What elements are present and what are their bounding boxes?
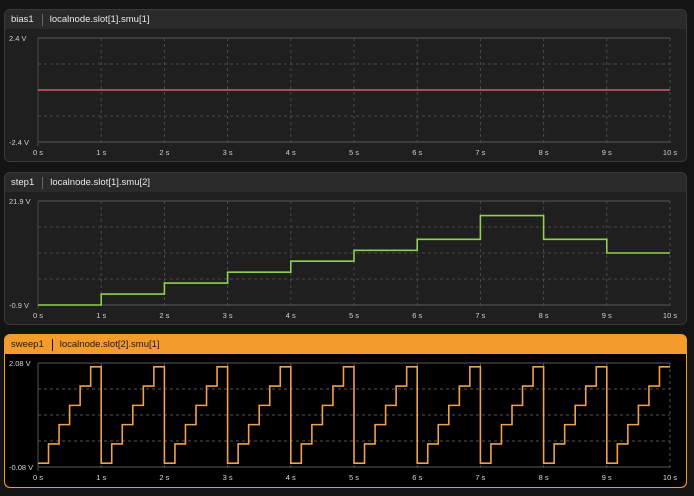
x-tick-label: 9 s: [602, 148, 612, 157]
x-tick-label: 2 s: [159, 148, 169, 157]
x-tick-label: 9 s: [602, 473, 612, 482]
x-tick-label: 4 s: [286, 311, 296, 320]
trace-panel-sweep1[interactable]: sweep1 localnode.slot[2].smu[1] 2.08 V -0…: [4, 334, 687, 488]
trace-name: bias1: [11, 14, 34, 25]
header-divider: [42, 176, 44, 189]
panel-header[interactable]: step1 localnode.slot[1].smu[2]: [5, 173, 686, 192]
trace-name: step1: [11, 177, 35, 188]
x-tick-label: 6 s: [412, 148, 422, 157]
y-axis-bottom-label: -0.9 V: [9, 301, 29, 310]
channel-label: localnode.slot[1].smu[1]: [49, 14, 150, 25]
trace-panel-bias1[interactable]: bias1 localnode.slot[1].smu[1] 2.4 V -2.4…: [4, 9, 687, 162]
x-tick-label: 0 s: [33, 148, 43, 157]
chart-svg: 21.9 V -0.9 V 0 s 1 s 2 s 3 s 4 s 5 s 6 s 7 s 8 s 9…: [9, 197, 677, 320]
panel-header[interactable]: bias1 localnode.slot[1].smu[1]: [5, 10, 686, 29]
x-tick-label: 2 s: [159, 311, 169, 320]
x-tick-label: 7 s: [475, 148, 485, 157]
x-tick-label: 9 s: [602, 311, 612, 320]
x-tick-label: 0 s: [33, 473, 43, 482]
x-tick-label: 1 s: [96, 473, 106, 482]
channel-label: localnode.slot[2].smu[1]: [59, 339, 160, 350]
header-divider: [41, 13, 43, 26]
x-tick-label: 7 s: [475, 311, 485, 320]
x-tick-label: 10 s: [663, 311, 677, 320]
x-tick-label: 8 s: [539, 148, 549, 157]
x-tick-label: 10 s: [663, 473, 677, 482]
header-divider: [51, 338, 53, 351]
y-axis-top-label: 2.4 V: [9, 34, 27, 43]
x-tick-label: 2 s: [159, 473, 169, 482]
x-tick-label: 4 s: [286, 473, 296, 482]
channel-label: localnode.slot[1].smu[2]: [50, 177, 151, 188]
trace-line: [38, 366, 670, 464]
chart-svg: 2.08 V -0.08 V0 s 1 s 2 s 3 s 4 s 5 s 6 s 7 s 8 s…: [9, 359, 677, 482]
x-tick-label: 6 s: [412, 311, 422, 320]
y-axis-bottom-label: -0.08 V: [9, 463, 33, 472]
x-tick-label: 5 s: [349, 473, 359, 482]
x-tick-label: 8 s: [539, 473, 549, 482]
x-tick-label: 3 s: [223, 311, 233, 320]
x-tick-label: 3 s: [223, 148, 233, 157]
y-axis-top-label: 21.9 V: [9, 197, 31, 206]
x-tick-label: 10 s: [663, 148, 677, 157]
x-tick-label: 6 s: [412, 473, 422, 482]
plot-area[interactable]: 2.4 V -2.4 V 0 s 1 s 2 s 3 s 4 s 5 s 6 s 7 s 8 s 9 …: [5, 29, 686, 161]
x-tick-label: 1 s: [96, 148, 106, 157]
plot-area[interactable]: 21.9 V -0.9 V 0 s 1 s 2 s 3 s 4 s 5 s 6 s 7 s 8 s 9…: [5, 192, 686, 324]
x-tick-label: 7 s: [475, 473, 485, 482]
x-tick-label: 5 s: [349, 311, 359, 320]
x-tick-label: 8 s: [539, 311, 549, 320]
panel-header[interactable]: sweep1 localnode.slot[2].smu[1]: [5, 335, 686, 354]
x-tick-label: 0 s: [33, 311, 43, 320]
x-tick-label: 4 s: [286, 148, 296, 157]
x-tick-label: 3 s: [223, 473, 233, 482]
trace-line: [38, 214, 670, 306]
trace-panel-step1[interactable]: step1 localnode.slot[1].smu[2] 21.9 V -0.…: [4, 172, 687, 325]
y-axis-top-label: 2.08 V: [9, 359, 31, 368]
y-axis-bottom-label: -2.4 V: [9, 138, 29, 147]
x-tick-label: 1 s: [96, 311, 106, 320]
chart-svg: 2.4 V -2.4 V 0 s 1 s 2 s 3 s 4 s 5 s 6 s 7 s 8 s 9 …: [9, 34, 677, 157]
trace-name: sweep1: [11, 339, 44, 350]
x-tick-label: 5 s: [349, 148, 359, 157]
